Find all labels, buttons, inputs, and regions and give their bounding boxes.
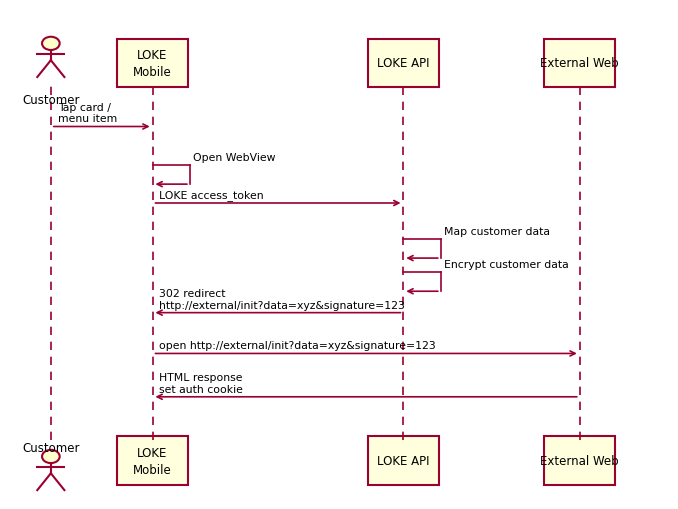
Text: open http://external/init?data=xyz&signature=123: open http://external/init?data=xyz&signa…	[159, 341, 436, 351]
Text: External Web: External Web	[540, 57, 619, 70]
Text: HTML response
set auth cookie: HTML response set auth cookie	[159, 373, 243, 394]
Text: Tap card /
menu item: Tap card / menu item	[58, 103, 117, 124]
Text: LOKE
Mobile: LOKE Mobile	[133, 49, 172, 78]
Text: LOKE API: LOKE API	[377, 454, 430, 467]
FancyBboxPatch shape	[367, 436, 439, 485]
Text: Customer: Customer	[22, 94, 79, 107]
Text: Open WebView: Open WebView	[193, 153, 276, 163]
Text: Map customer data: Map customer data	[444, 227, 550, 237]
Circle shape	[42, 38, 60, 51]
Text: External Web: External Web	[540, 454, 619, 467]
Text: LOKE
Mobile: LOKE Mobile	[133, 446, 172, 475]
Text: Encrypt customer data: Encrypt customer data	[444, 260, 569, 270]
FancyBboxPatch shape	[544, 39, 616, 88]
FancyBboxPatch shape	[367, 39, 439, 88]
FancyBboxPatch shape	[117, 436, 188, 485]
FancyBboxPatch shape	[117, 39, 188, 88]
Text: LOKE access_token: LOKE access_token	[159, 190, 264, 201]
Text: Customer: Customer	[22, 441, 79, 454]
Circle shape	[42, 450, 60, 463]
FancyBboxPatch shape	[544, 436, 616, 485]
Text: 302 redirect
http://external/init?data=xyz&signature=123: 302 redirect http://external/init?data=x…	[159, 289, 405, 310]
Text: LOKE API: LOKE API	[377, 57, 430, 70]
